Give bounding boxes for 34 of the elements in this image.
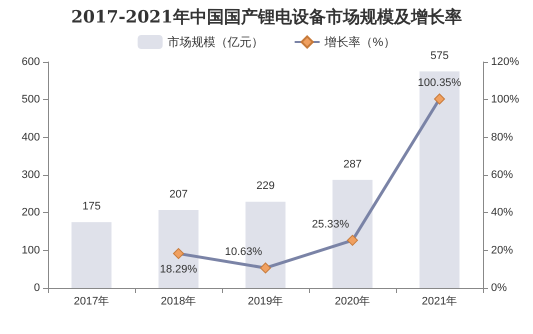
x-tick-label: 2019年 [248,296,284,308]
y2-tick-label: 0% [491,282,508,294]
data-label: 229 [256,180,275,192]
legend-label: 市场规模（亿元） [168,35,264,49]
y-tick-label: 500 [22,94,40,106]
data-label: 18.29% [160,264,198,276]
y-tick-label: 600 [22,56,40,68]
y2-tick-label: 80% [491,131,514,144]
x-tick-label: 2020年 [334,296,370,308]
y-tick-label: 0 [34,282,40,294]
data-label: 207 [169,188,188,201]
legend-label: 增长率（%） [324,35,396,49]
data-label: 100.35% [418,77,462,90]
x-tick-label: 2021年 [422,296,458,308]
y2-tick-label: 100% [491,94,520,106]
data-label: 25.33% [312,218,350,230]
y2-tick-label: 60% [491,169,514,181]
data-label: 287 [343,158,362,170]
x-tick-label: 2017年 [74,296,110,308]
data-label: 10.63% [224,246,262,258]
y2-tick-label: 120% [491,56,520,68]
bar [158,210,199,288]
y-tick-label: 300 [22,169,40,181]
chart-title: 2017-2021年中国国产锂电设备市场规模及增长率 [71,8,462,28]
y-tick-label: 100 [22,244,40,256]
y2-tick-label: 20% [491,244,514,256]
y-tick-label: 400 [22,131,40,144]
x-tick-label: 2018年 [160,296,196,308]
data-label: 175 [82,200,101,213]
bar [71,222,112,288]
data-label: 575 [430,50,449,62]
y2-tick-label: 40% [491,206,514,219]
bar [419,71,460,288]
y-tick-label: 200 [22,206,40,219]
